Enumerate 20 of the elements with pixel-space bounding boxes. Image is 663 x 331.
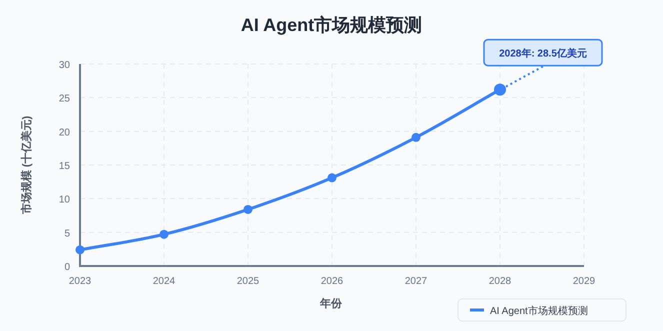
annotation: 2028年: 28.5亿美元	[499, 48, 587, 60]
y-tick-label: 25	[58, 94, 70, 105]
x-tick-label: 2023	[68, 276, 92, 287]
x-tick-label: 2028	[488, 276, 512, 287]
chart-title: AI Agent市场规模预测	[240, 15, 422, 35]
x-axis-title: 年份	[319, 297, 343, 310]
y-tick-label: 15	[58, 161, 70, 172]
legend: AI Agent市场规模预测	[458, 298, 626, 322]
y-tick-label: 20	[58, 127, 70, 138]
y-axis-title: 市场规模 (十亿美元)	[20, 115, 33, 216]
legend-label: AI Agent市场规模预测	[490, 305, 588, 317]
x-tick-label: 2024	[152, 276, 176, 287]
y-tick-label: 5	[64, 228, 70, 240]
y-tick-label: 30	[58, 60, 70, 71]
x-tick-label: 2027	[404, 276, 428, 287]
x-tick-label: 2029	[572, 276, 596, 287]
x-tick-label: 2026	[320, 276, 344, 287]
y-tick-label: 10	[58, 194, 70, 206]
x-tick-label: 2025	[236, 276, 260, 287]
y-tick-label: 0	[64, 262, 70, 273]
